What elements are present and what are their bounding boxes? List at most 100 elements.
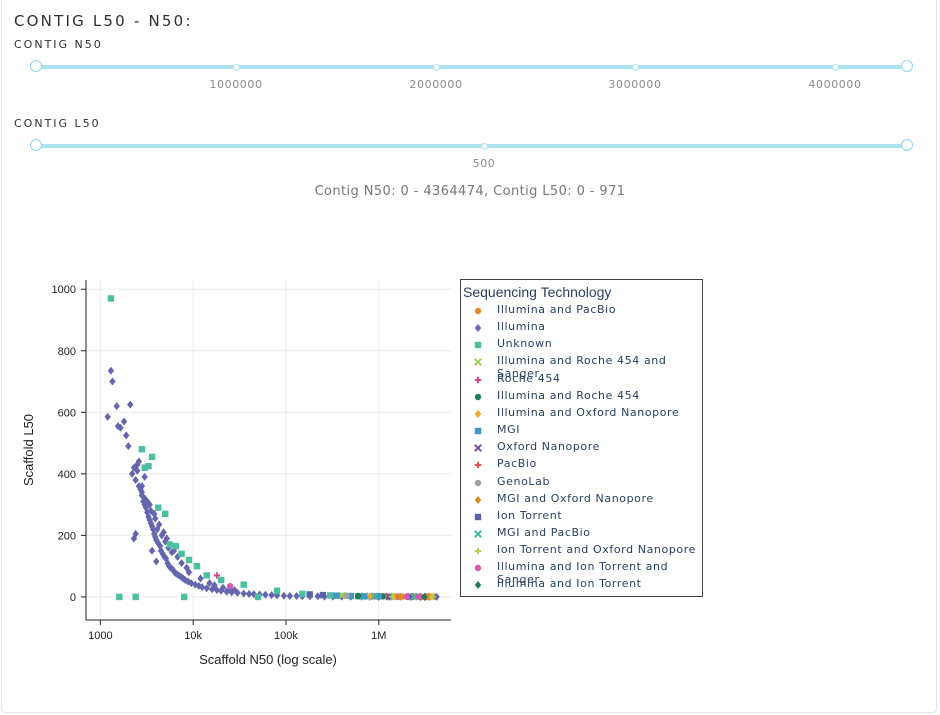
data-point xyxy=(107,366,115,375)
data-point xyxy=(193,562,201,570)
legend-marker-icon xyxy=(474,565,482,572)
y-tick-label: 200 xyxy=(58,530,76,542)
legend-label: Illumina and Roche 454 and Sanger xyxy=(497,354,667,381)
legend-item[interactable]: Ion Torrent and Oxford Nanopore xyxy=(461,542,701,559)
data-point xyxy=(147,506,155,515)
legend-item[interactable]: Ion Torrent xyxy=(461,508,701,525)
legend-item[interactable]: Illumina and PacBio xyxy=(461,302,701,319)
legend-marker-icon xyxy=(474,462,482,469)
legend-item[interactable]: MGI xyxy=(461,422,701,439)
l50-max-handle[interactable] xyxy=(901,139,913,151)
n50-mark-dot xyxy=(233,64,240,71)
data-point xyxy=(138,446,146,453)
legend-label: MGI and Oxford Nanopore xyxy=(497,491,654,505)
legend-item[interactable]: MGI and Oxford Nanopore xyxy=(461,491,701,508)
data-point xyxy=(375,593,382,600)
legend-label: Ion Torrent xyxy=(497,508,563,522)
legend-marker-icon xyxy=(474,495,482,504)
data-point xyxy=(273,587,281,594)
legend-marker xyxy=(474,479,482,486)
legend-item[interactable]: Oxford Nanopore xyxy=(461,439,701,456)
legend-item[interactable]: Illumina and Ion Torrent and Sanger xyxy=(461,559,701,586)
legend-marker-icon xyxy=(474,342,482,349)
data-point xyxy=(195,581,203,590)
legend-marker xyxy=(474,495,482,504)
data-point xyxy=(162,510,169,518)
x-axis-title: Scaffold N50 (log scale) xyxy=(199,652,337,667)
data-point xyxy=(240,589,247,598)
data-point xyxy=(299,590,306,598)
legend-label: Illumina xyxy=(497,320,546,334)
legend-label: Unknown xyxy=(497,337,553,351)
legend-item[interactable]: Illumina and Ion Torrent xyxy=(461,576,701,593)
data-point xyxy=(145,462,152,470)
data-point xyxy=(347,592,355,600)
legend-marker xyxy=(474,342,482,349)
data-point xyxy=(185,556,193,564)
n50-mark-label: 3000000 xyxy=(608,78,662,91)
contig-n50-slider-track[interactable] xyxy=(37,65,908,69)
data-point xyxy=(150,509,158,518)
n50-max-handle[interactable] xyxy=(901,60,913,72)
data-point xyxy=(152,532,159,541)
data-point xyxy=(314,592,321,601)
data-point xyxy=(173,569,180,578)
data-point xyxy=(293,592,300,600)
legend-label: MGI xyxy=(497,423,521,437)
data-point xyxy=(370,592,379,601)
legend-label: Illumina and PacBio xyxy=(497,303,617,316)
data-point xyxy=(155,504,162,511)
data-point xyxy=(206,579,213,588)
data-point xyxy=(433,592,440,601)
data-point xyxy=(137,485,144,494)
range-readout: Contig N50: 0 - 4364474, Contig L50: 0 -… xyxy=(314,184,626,199)
legend-marker-icon xyxy=(474,376,482,383)
data-point xyxy=(148,546,156,555)
data-point xyxy=(109,377,116,386)
data-point xyxy=(177,572,185,581)
data-point xyxy=(231,586,238,595)
legend-item[interactable]: PacBio xyxy=(461,456,701,473)
y-tick-label: 600 xyxy=(58,407,76,419)
legend-item[interactable]: Unknown xyxy=(461,336,701,353)
x-tick-label: 1000 xyxy=(88,630,112,642)
n50-min-handle[interactable] xyxy=(30,60,42,72)
data-point xyxy=(145,512,152,521)
data-point xyxy=(396,592,404,601)
data-point xyxy=(132,593,139,601)
legend-marker xyxy=(474,565,482,572)
legend-item[interactable]: Illumina and Roche 454 and Sanger xyxy=(461,353,701,380)
data-point xyxy=(135,457,143,466)
data-point xyxy=(168,548,176,557)
contig-n50-label: CONTIG N50 xyxy=(14,38,103,51)
legend-label: Ion Torrent and Oxford Nanopore xyxy=(497,543,696,557)
data-point xyxy=(149,525,157,534)
data-point xyxy=(180,593,188,601)
legend-marker xyxy=(474,513,482,520)
data-point xyxy=(132,529,139,538)
n50-mark-dot xyxy=(632,64,639,71)
data-point xyxy=(333,592,340,599)
legend-marker-icon xyxy=(474,581,482,590)
data-point xyxy=(117,423,124,432)
legend-item[interactable]: Roche 454 xyxy=(461,371,701,388)
legend-item[interactable]: MGI and PacBio xyxy=(461,525,701,542)
l50-min-handle[interactable] xyxy=(30,139,42,151)
data-point xyxy=(125,442,132,451)
contig-l50-slider-track[interactable] xyxy=(37,144,908,148)
data-point xyxy=(123,431,130,440)
legend-marker xyxy=(474,462,482,469)
legend-item[interactable]: GenoLab xyxy=(461,474,701,491)
legend-item[interactable]: Illumina xyxy=(461,319,701,336)
legend-marker-icon xyxy=(474,393,482,400)
legend-marker-icon xyxy=(474,307,482,315)
data-point xyxy=(268,591,275,600)
legend-item[interactable]: Illumina and Oxford Nanopore xyxy=(461,405,701,422)
legend-marker xyxy=(474,307,482,315)
legend-label: Oxford Nanopore xyxy=(497,440,601,454)
legend-item[interactable]: Illumina and Roche 454 xyxy=(461,388,701,405)
legend-label: Illumina and Ion Torrent and Sanger xyxy=(497,560,669,587)
legend-marker xyxy=(474,547,482,555)
legend-label: Roche 454 xyxy=(497,371,561,385)
data-point xyxy=(213,586,221,595)
